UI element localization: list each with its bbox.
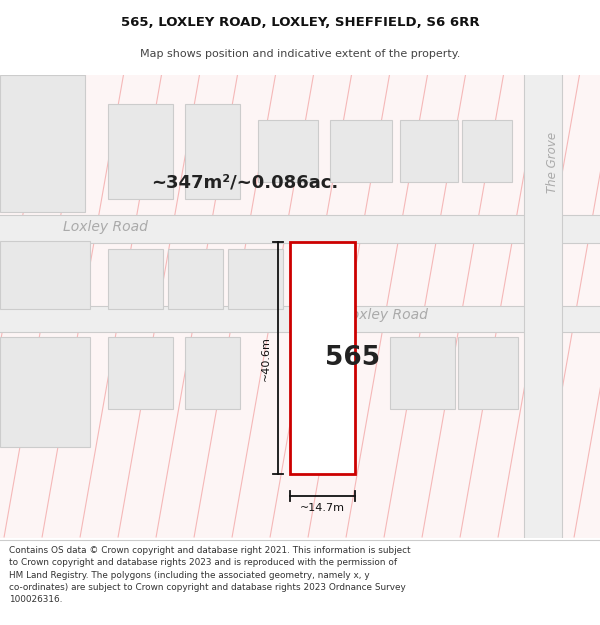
- Bar: [330, 120, 392, 182]
- Bar: [400, 120, 458, 182]
- Bar: [108, 338, 173, 409]
- Text: Loxley Road: Loxley Road: [343, 308, 427, 322]
- Bar: [290, 242, 355, 474]
- Text: 565, LOXLEY ROAD, LOXLEY, SHEFFIELD, S6 6RR: 565, LOXLEY ROAD, LOXLEY, SHEFFIELD, S6 …: [121, 16, 479, 29]
- Bar: [0, 241, 90, 309]
- Bar: [0, 75, 85, 212]
- Bar: [228, 249, 283, 309]
- Text: ~347m²/~0.086ac.: ~347m²/~0.086ac.: [151, 173, 338, 191]
- Bar: [0, 306, 600, 332]
- Bar: [185, 338, 240, 409]
- Bar: [168, 249, 223, 309]
- Text: 565: 565: [325, 345, 380, 371]
- Text: Loxley Road: Loxley Road: [62, 220, 148, 234]
- Bar: [258, 120, 318, 182]
- Bar: [185, 104, 240, 199]
- Text: ~40.6m: ~40.6m: [261, 336, 271, 381]
- Text: Contains OS data © Crown copyright and database right 2021. This information is : Contains OS data © Crown copyright and d…: [9, 546, 410, 604]
- Bar: [0, 215, 600, 243]
- Bar: [524, 75, 562, 538]
- Text: ~14.7m: ~14.7m: [300, 504, 345, 514]
- Bar: [390, 338, 455, 409]
- Bar: [0, 338, 90, 447]
- Bar: [458, 338, 518, 409]
- Text: Map shows position and indicative extent of the property.: Map shows position and indicative extent…: [140, 49, 460, 59]
- Bar: [108, 249, 163, 309]
- Text: The Grove: The Grove: [547, 131, 560, 192]
- Bar: [108, 104, 173, 199]
- Bar: [462, 120, 512, 182]
